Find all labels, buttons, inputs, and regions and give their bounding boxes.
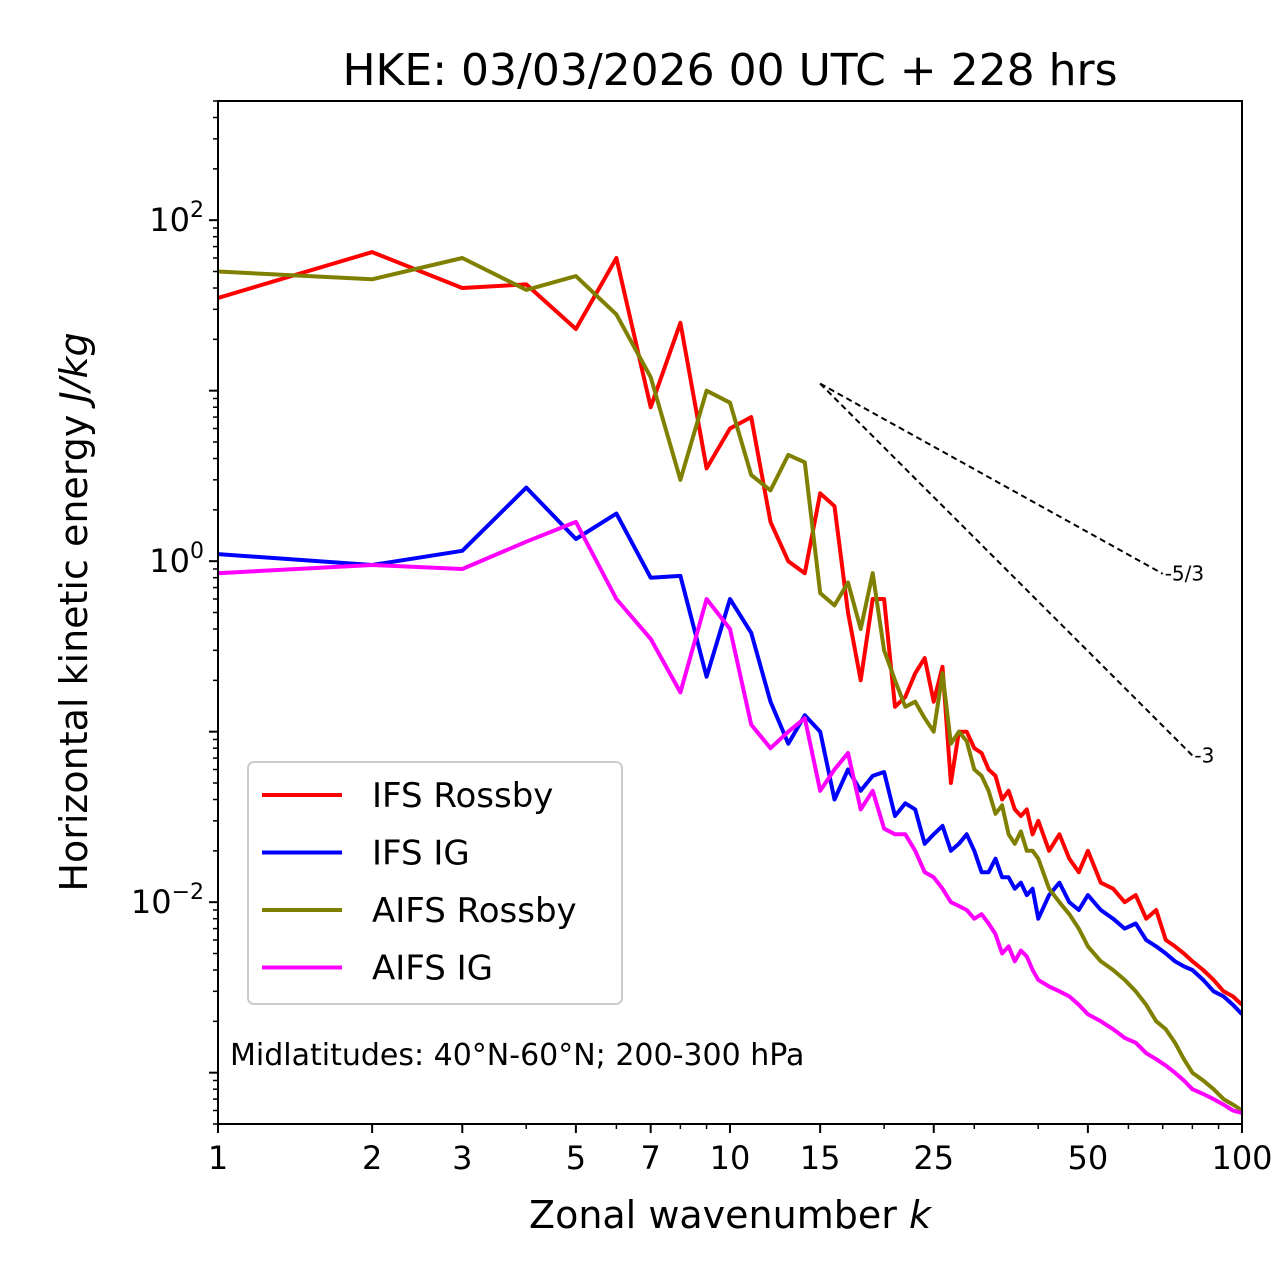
x-tick-label: 3	[452, 1139, 472, 1177]
y-axis-label-text: Horizontal kinetic energy	[52, 415, 96, 892]
legend-label-aifs-rossby: AIFS Rossby	[372, 891, 577, 931]
x-axis-label-variable: k	[909, 1193, 933, 1237]
series-line-ifs-ig	[218, 485, 1242, 1016]
legend-label-aifs-ig: AIFS IG	[372, 949, 493, 989]
reference-slope-label: -5/3	[1165, 562, 1204, 586]
y-axis-label: Horizontal kinetic energy J/kg	[52, 332, 96, 891]
legend: IFS Rossby IFS IG AIFS Rossby AIFS IG	[247, 761, 623, 1005]
x-tick-label: 5	[566, 1139, 586, 1177]
x-tick-label: 7	[641, 1139, 661, 1177]
x-tick-label: 25	[913, 1139, 954, 1177]
legend-label-ifs-ig: IFS IG	[372, 834, 470, 874]
y-tick-label: 102	[149, 198, 204, 239]
x-axis-label-text: Zonal wavenumber	[529, 1193, 897, 1237]
axis-ticks: 1 2 3 5 7 10 15 25 50 100 102 100 10−2	[131, 100, 1273, 1177]
chart-title: HKE: 03/03/2026 00 UTC + 228 hrs	[342, 45, 1117, 96]
region-annotation: Midlatitudes: 40°N-60°N; 200-300 hPa	[230, 1038, 804, 1073]
x-tick-label: 50	[1068, 1139, 1109, 1177]
legend-box	[247, 761, 623, 1005]
series-line-aifs-ig	[218, 519, 1242, 1115]
y-tick-label: 100	[149, 539, 204, 580]
reference-slope-label: -3	[1194, 743, 1214, 767]
series-layer	[218, 250, 1242, 1115]
x-tick-label: 1	[208, 1139, 228, 1177]
x-tick-label: 10	[710, 1139, 751, 1177]
reference-slope-line	[819, 382, 1194, 757]
legend-label-ifs-rossby: IFS Rossby	[372, 776, 553, 816]
x-tick-label: 100	[1211, 1139, 1272, 1177]
x-tick-label: 15	[800, 1139, 841, 1177]
series-line-ifs-rossby	[218, 250, 1242, 1007]
reference-slopes: -5/3 -3	[819, 382, 1214, 767]
series-line-aifs-rossby	[218, 256, 1242, 1113]
reference-slope-line	[819, 382, 1164, 575]
y-axis-label-unit: J/kg	[52, 332, 96, 409]
x-axis-label: Zonal wavenumber k	[529, 1193, 933, 1237]
y-tick-label: 10−2	[131, 880, 204, 921]
x-tick-label: 2	[362, 1139, 382, 1177]
